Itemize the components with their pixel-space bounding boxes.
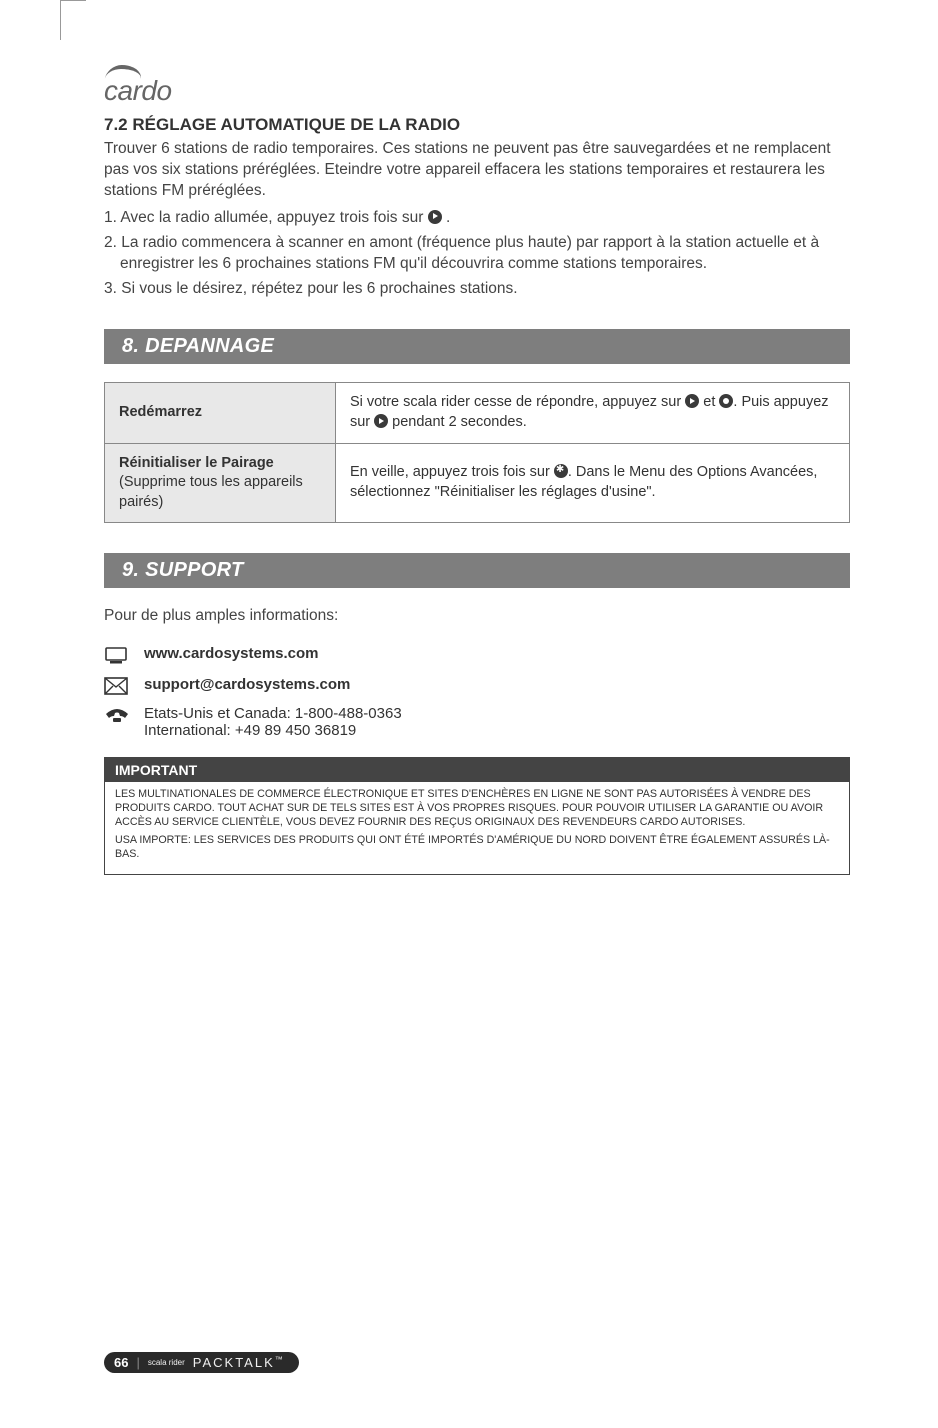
important-para-2: USA IMPORTE: LES SERVICES DES PRODUITS Q… xyxy=(115,834,839,862)
table-row: Réinitialiser le Pairage (Supprime tous … xyxy=(105,443,850,523)
support-web-text: www.cardosystems.com xyxy=(144,645,319,662)
step-2: 2. La radio commencera à scanner en amon… xyxy=(104,233,850,275)
redémarrez-label: Redémarrez xyxy=(119,404,202,420)
section-9-header: 9. SUPPORT xyxy=(104,553,850,588)
packtalk-text: PACKTALK xyxy=(193,1355,275,1370)
section-7-2-heading: 7.2 RÉGLAGE AUTOMATIQUE DE LA RADIO xyxy=(104,115,850,135)
play-icon xyxy=(428,210,442,224)
play-icon xyxy=(374,414,388,428)
page-content: cardo 7.2 RÉGLAGE AUTOMATIQUE DE LA RADI… xyxy=(0,0,938,875)
support-phone-text: Etats-Unis et Canada: 1-800-488-0363 Int… xyxy=(144,705,402,739)
footer-divider: | xyxy=(136,1355,139,1370)
important-para-1: LES MULTINATIONALES DE COMMERCE ÉLECTRON… xyxy=(115,788,839,830)
important-header: IMPORTANT xyxy=(105,758,849,782)
step-1: 1. Avec la radio allumée, appuyez trois … xyxy=(104,208,850,229)
troubleshoot-table: Redémarrez Si votre scala rider cesse de… xyxy=(104,382,850,523)
phone-line-1: Etats-Unis et Canada: 1-800-488-0363 xyxy=(144,705,402,722)
crop-mark xyxy=(60,0,61,40)
page-number: 66 xyxy=(114,1355,128,1370)
phone-icon xyxy=(104,705,130,724)
monitor-icon xyxy=(104,645,130,666)
tm-symbol: ™ xyxy=(275,1355,285,1364)
gear-icon xyxy=(554,464,568,478)
important-body: LES MULTINATIONALES DE COMMERCE ÉLECTRON… xyxy=(105,782,849,874)
table-cell-label: Réinitialiser le Pairage (Supprime tous … xyxy=(105,443,336,523)
support-email-text: support@cardosystems.com xyxy=(144,676,350,693)
step-3: 3. Si vous le désirez, répétez pour les … xyxy=(104,279,850,300)
step-1-prefix: 1. Avec la radio allumée, appuyez trois … xyxy=(104,209,428,226)
important-box: IMPORTANT LES MULTINATIONALES DE COMMERC… xyxy=(104,757,850,875)
reinit-label-strong: Réinitialiser le Pairage xyxy=(119,455,274,471)
row1-text-b: et xyxy=(699,394,719,410)
support-phone-row: Etats-Unis et Canada: 1-800-488-0363 Int… xyxy=(104,705,850,739)
brand-scala-rider: scala rider xyxy=(148,1358,185,1367)
row2-text-a: En veille, appuyez trois fois sur xyxy=(350,464,554,480)
section-8-header: 8. DEPANNAGE xyxy=(104,329,850,364)
reinit-label-rest: (Supprime tous les appareils pairés) xyxy=(119,474,303,510)
table-cell-content: En veille, appuyez trois fois sur . Dans… xyxy=(335,443,849,523)
row1-text-d: pendant 2 secondes. xyxy=(388,414,527,430)
phone-line-2: International: +49 89 450 36819 xyxy=(144,722,402,739)
dot-icon xyxy=(719,394,733,408)
table-row: Redémarrez Si votre scala rider cesse de… xyxy=(105,383,850,443)
section-9-intro: Pour de plus amples informations: xyxy=(104,606,850,627)
table-cell-content: Si votre scala rider cesse de répondre, … xyxy=(335,383,849,443)
support-email-row: support@cardosystems.com xyxy=(104,676,850,695)
section-7-2-intro: Trouver 6 stations de radio temporaires.… xyxy=(104,139,850,202)
envelope-icon xyxy=(104,676,130,695)
step-1-suffix: . xyxy=(442,209,451,226)
support-web-row: www.cardosystems.com xyxy=(104,645,850,666)
brand-packtalk: PACKTALK™ xyxy=(193,1355,285,1370)
row1-text-a: Si votre scala rider cesse de répondre, … xyxy=(350,394,685,410)
cardo-logo: cardo xyxy=(104,75,850,107)
play-icon xyxy=(685,394,699,408)
table-cell-label: Redémarrez xyxy=(105,383,336,443)
page-footer: 66 | scala rider PACKTALK™ xyxy=(104,1352,299,1373)
